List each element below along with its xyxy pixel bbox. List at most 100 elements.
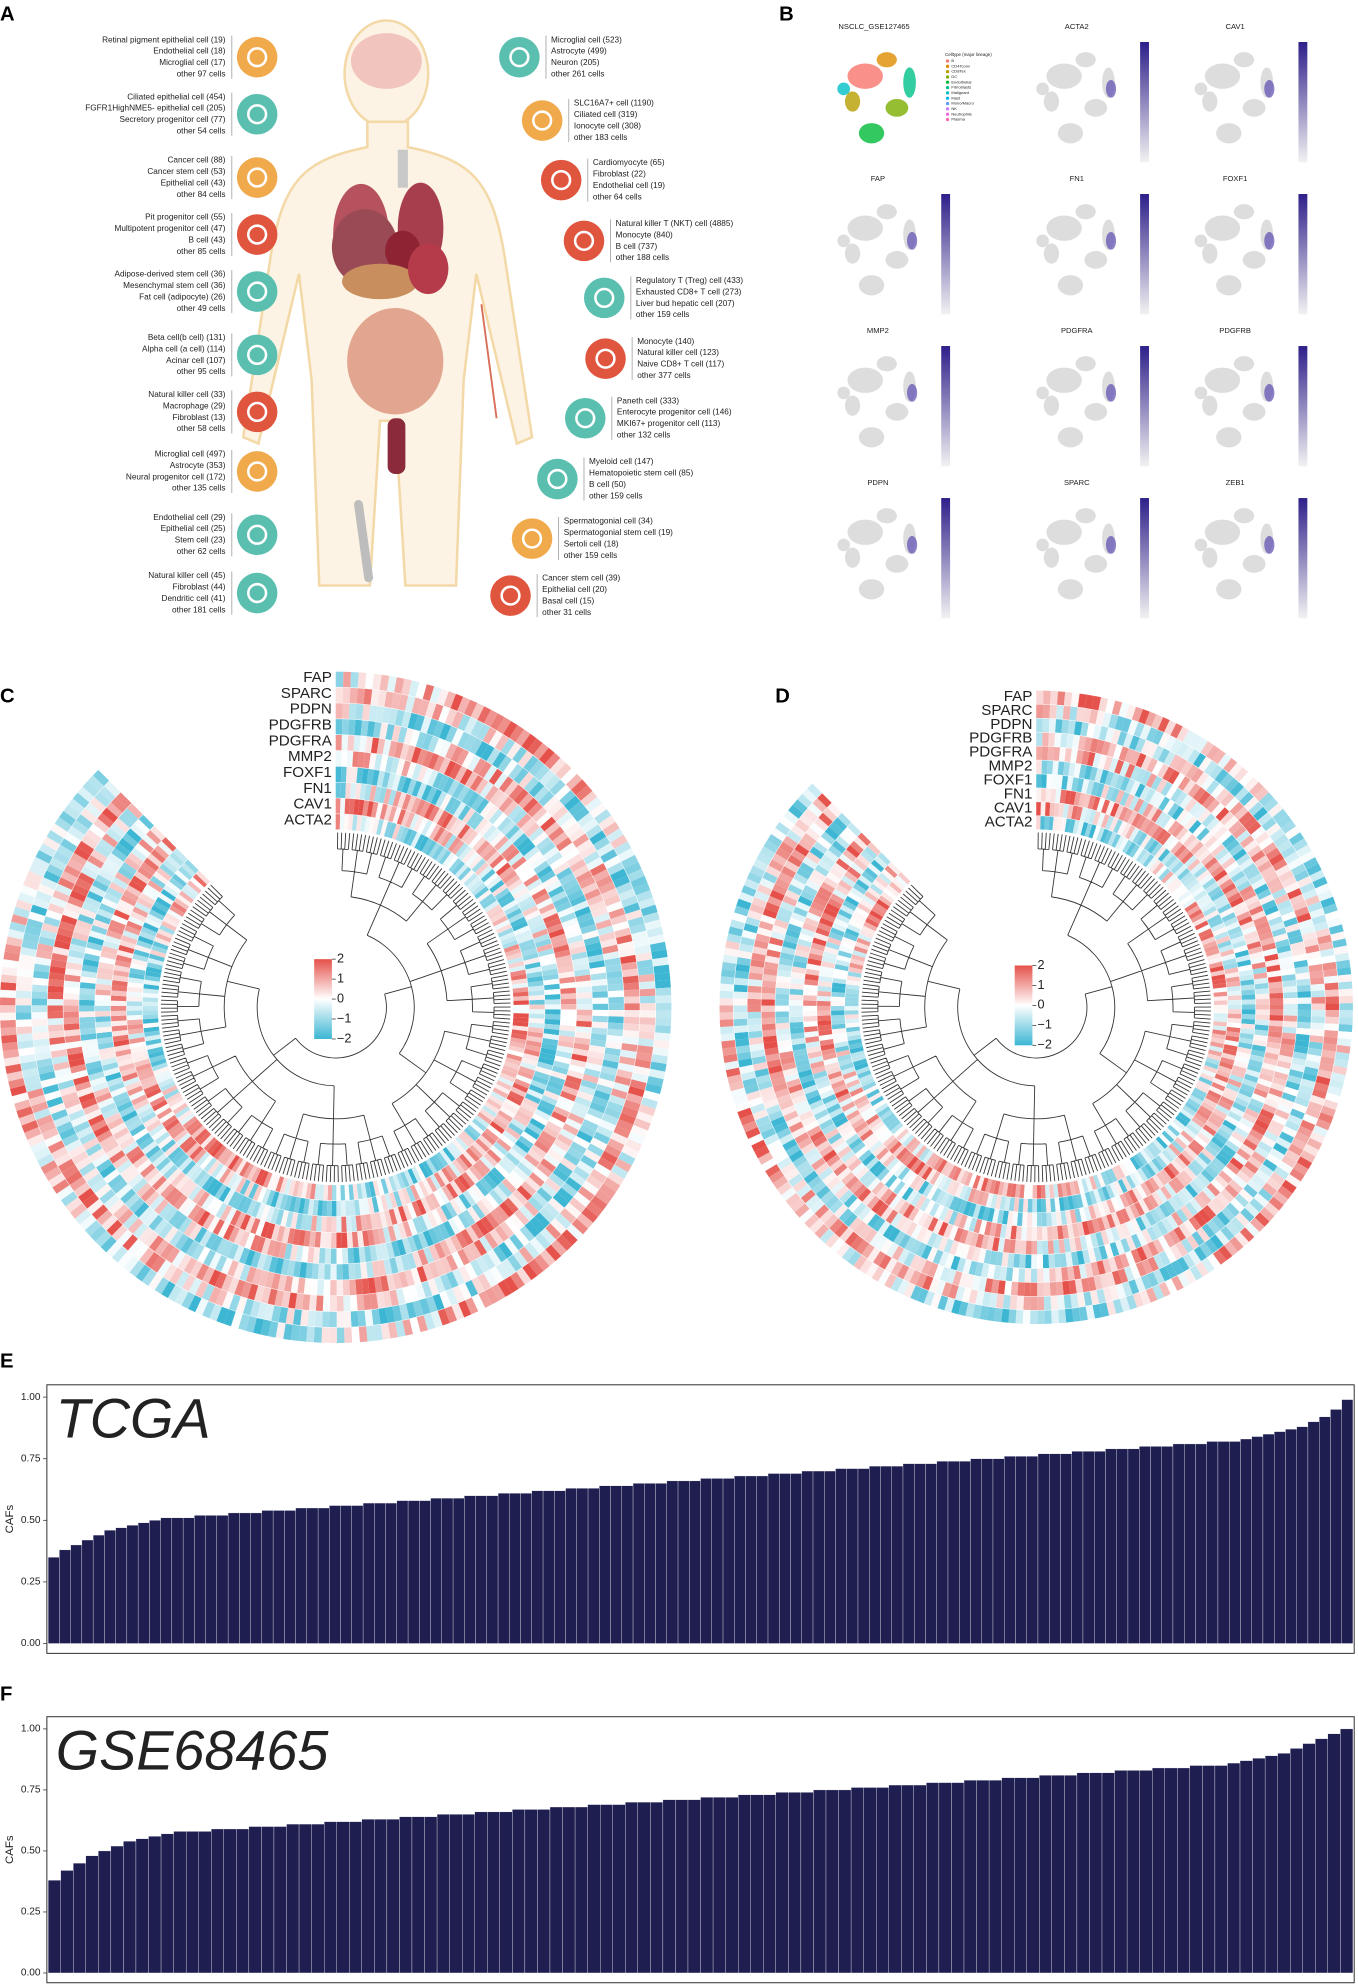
heatmap-cell [427, 1278, 440, 1296]
heatmap-cell [498, 866, 515, 880]
heatmap-cell [983, 1249, 992, 1265]
heatmap-cell [643, 1090, 660, 1102]
heatmap-cell [138, 838, 154, 854]
heatmap-cell [747, 985, 762, 993]
heatmap-cell [406, 1202, 417, 1219]
heatmap-cell [260, 1319, 272, 1337]
heatmap-cell [719, 1005, 734, 1013]
heatmap-cell [244, 1249, 256, 1267]
cell-label: Neuron (205) [551, 58, 600, 67]
heatmap-cell [630, 875, 648, 889]
heatmap-cell [138, 814, 154, 830]
heatmap-cell [576, 1009, 593, 1016]
heatmap-cell [443, 1220, 456, 1237]
heatmap-cell [1140, 1165, 1152, 1180]
heatmap-cell [621, 895, 638, 908]
heatmap-cell [598, 815, 616, 831]
heatmap-cell [523, 1200, 539, 1217]
heatmap-cell [1294, 1039, 1310, 1048]
heatmap-cell [246, 1199, 257, 1216]
heatmap-cell [844, 870, 859, 883]
heatmap-cell [834, 1141, 849, 1154]
heatmap-cell [1188, 801, 1202, 816]
heatmap-cell [900, 1218, 913, 1234]
heatmap-cell [968, 1260, 978, 1276]
heatmap-cell [1151, 825, 1164, 840]
heatmap-cell [938, 1206, 949, 1222]
heatmap-cell [586, 857, 604, 871]
heatmap-cell [457, 1174, 471, 1191]
heatmap-cell [771, 827, 787, 842]
heatmap-cell [112, 1154, 129, 1169]
heatmap-cell [145, 1251, 160, 1269]
heatmap-cell [748, 972, 763, 981]
heatmap-cell [106, 1241, 123, 1258]
heatmap-cell [388, 1175, 398, 1192]
heatmap-cell [506, 908, 522, 920]
heatmap-cell [77, 786, 95, 803]
heatmap-cell [134, 819, 150, 835]
heatmap-cell [910, 1285, 923, 1301]
heatmap-cell [1158, 1203, 1171, 1218]
heatmap-cell [812, 1135, 828, 1148]
heatmap-cell [608, 1009, 624, 1017]
heatmap-cell [501, 870, 518, 884]
heatmap-cell [884, 1257, 898, 1273]
heatmap-cell [762, 871, 778, 884]
heatmap-cell [1146, 1226, 1158, 1241]
heatmap-cell [578, 876, 596, 890]
cell-label: Naive CD8+ T cell (117) [637, 360, 724, 369]
heatmap-cell [403, 728, 414, 745]
heatmap-cell [417, 1249, 429, 1266]
heatmap-cell [807, 1175, 823, 1190]
heatmap-cell [545, 1223, 562, 1240]
heatmap-cell [387, 822, 397, 839]
heatmap-cell [1237, 959, 1252, 968]
umap-cluster [1036, 234, 1049, 248]
heatmap-cell [837, 812, 852, 827]
heatmap-cell [478, 1135, 493, 1149]
heatmap-cell [1217, 940, 1232, 949]
heatmap-cell [1333, 1058, 1349, 1069]
heatmap-cell [861, 1243, 875, 1259]
heatmap-cell [1167, 769, 1180, 785]
heatmap-cell [32, 1031, 49, 1041]
heatmap-cell [142, 997, 159, 1003]
cell-label: other 95 cells [177, 367, 226, 376]
heatmap-cell [144, 975, 161, 982]
heatmap-cell [1119, 791, 1130, 807]
heatmap-cell [857, 1187, 872, 1202]
heatmap-cell [832, 888, 848, 900]
heatmap-cell [336, 1216, 342, 1233]
heatmap-cell [858, 1224, 873, 1240]
umap-cluster [844, 243, 861, 264]
heatmap-cell [570, 779, 588, 796]
heatmap-cell [469, 775, 484, 792]
heatmap-cell [505, 1174, 521, 1190]
heatmap-cell [823, 951, 838, 960]
heatmap-cell [514, 1139, 531, 1154]
heatmap-cell [935, 1280, 946, 1295]
heatmap-cell [1110, 1226, 1121, 1242]
heatmap-cell [315, 1295, 324, 1312]
heatmap-cell [532, 1191, 548, 1208]
heatmap-cell [972, 1304, 982, 1319]
heatmap-cell [480, 1196, 495, 1213]
heatmap-cell [873, 1124, 888, 1137]
heatmap-cell [1183, 834, 1197, 848]
heatmap-cell [164, 1187, 180, 1203]
heatmap-cell [313, 1326, 323, 1343]
heatmap-cell [288, 1196, 297, 1213]
heatmap-cell [458, 845, 472, 861]
heatmap-cell [548, 928, 565, 939]
heatmap-cell [1215, 1230, 1230, 1246]
umap-cluster [1216, 275, 1242, 296]
heatmap-cell [182, 1116, 198, 1129]
heatmap-cell [1223, 962, 1238, 970]
heatmap-cell [416, 1265, 428, 1283]
heatmap-cell [1294, 1131, 1310, 1144]
heatmap-cell [1062, 1280, 1071, 1295]
heatmap-cell [921, 1259, 933, 1275]
heatmap-cell [460, 869, 475, 884]
heatmap-cell [520, 869, 537, 883]
